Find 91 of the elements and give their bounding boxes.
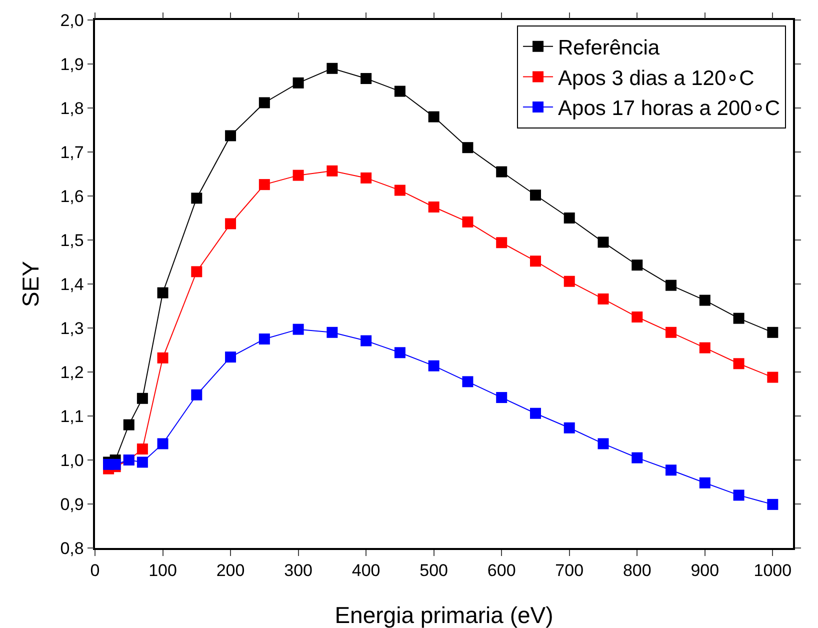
legend-label: Apos 3 dias a 120∘C — [558, 66, 754, 90]
y-tick-label: 1,0 — [60, 450, 84, 470]
y-tick-label: 1,7 — [60, 142, 84, 162]
point — [136, 456, 148, 468]
point — [136, 444, 148, 454]
point — [530, 408, 541, 419]
point — [123, 419, 134, 430]
point — [666, 326, 677, 338]
point — [564, 422, 575, 434]
x-tick-label: 0 — [90, 561, 100, 580]
x-tick-label: 800 — [622, 561, 652, 580]
point — [225, 218, 236, 230]
point — [699, 342, 710, 354]
point — [564, 276, 575, 287]
point — [767, 372, 778, 383]
point — [258, 179, 270, 190]
legend-label: Apos 17 horas a 200∘C — [558, 97, 780, 120]
y-tick-label: 1,9 — [60, 54, 84, 74]
point — [496, 237, 508, 248]
point — [632, 452, 643, 464]
x-tick-label: 200 — [216, 561, 245, 580]
point — [666, 280, 677, 291]
point — [496, 166, 508, 178]
y-tick-label: 0,9 — [60, 494, 84, 514]
point — [191, 266, 202, 278]
point — [157, 287, 168, 298]
point — [360, 335, 372, 346]
point — [767, 498, 778, 510]
point — [462, 376, 474, 388]
point — [462, 216, 474, 228]
point — [394, 347, 406, 358]
point — [699, 477, 710, 488]
point — [733, 490, 744, 501]
point — [564, 212, 575, 224]
point — [428, 360, 440, 372]
point — [632, 260, 643, 271]
y-tick-label: 2,0 — [60, 10, 84, 30]
y-axis-title: SEY — [18, 260, 44, 308]
point — [428, 202, 440, 212]
y-tick-label: 1,4 — [60, 274, 84, 294]
point — [496, 392, 508, 404]
x-tick-label: 700 — [555, 561, 584, 580]
y-tick-label: 1,3 — [60, 318, 84, 338]
x-tick-label: 600 — [487, 561, 516, 580]
y-tick-label: 0,8 — [60, 538, 84, 558]
point — [733, 358, 744, 370]
point — [530, 256, 541, 267]
point — [598, 293, 609, 304]
point — [598, 236, 609, 248]
point — [326, 62, 338, 74]
point — [258, 97, 270, 108]
point — [292, 324, 304, 335]
point — [110, 458, 121, 470]
x-axis-title: Energia primaria (eV) — [334, 602, 554, 628]
point — [462, 142, 474, 154]
x-tick-label: 400 — [352, 561, 380, 580]
point — [157, 352, 168, 364]
point — [360, 73, 372, 84]
point — [394, 86, 406, 97]
point — [632, 312, 643, 322]
point — [767, 326, 778, 338]
x-tick-label: 100 — [148, 561, 177, 580]
point — [292, 77, 304, 88]
y-tick-label: 1,5 — [60, 230, 84, 250]
point — [191, 192, 202, 204]
point — [191, 389, 202, 400]
point — [428, 111, 440, 122]
x-tick-label: 900 — [690, 561, 720, 580]
y-tick-label: 1,6 — [60, 186, 84, 206]
point — [394, 184, 406, 196]
point — [136, 392, 148, 404]
x-tick-label: 500 — [420, 561, 448, 580]
legend-label: Referência — [558, 36, 660, 60]
point — [733, 312, 744, 324]
point — [360, 172, 372, 184]
point — [258, 334, 270, 344]
point — [598, 438, 609, 450]
point — [326, 326, 338, 338]
point — [225, 130, 236, 142]
x-tick-label: 1000 — [754, 561, 792, 580]
point — [157, 438, 168, 450]
y-tick-label: 1,8 — [60, 98, 84, 118]
point — [292, 170, 304, 181]
y-tick-label: 1,2 — [60, 362, 84, 382]
point — [530, 190, 541, 201]
point — [326, 165, 338, 176]
point — [225, 352, 236, 363]
y-tick-label: 1,1 — [60, 406, 84, 426]
point — [699, 294, 710, 306]
x-tick-label: 300 — [284, 561, 312, 580]
point — [666, 464, 677, 476]
